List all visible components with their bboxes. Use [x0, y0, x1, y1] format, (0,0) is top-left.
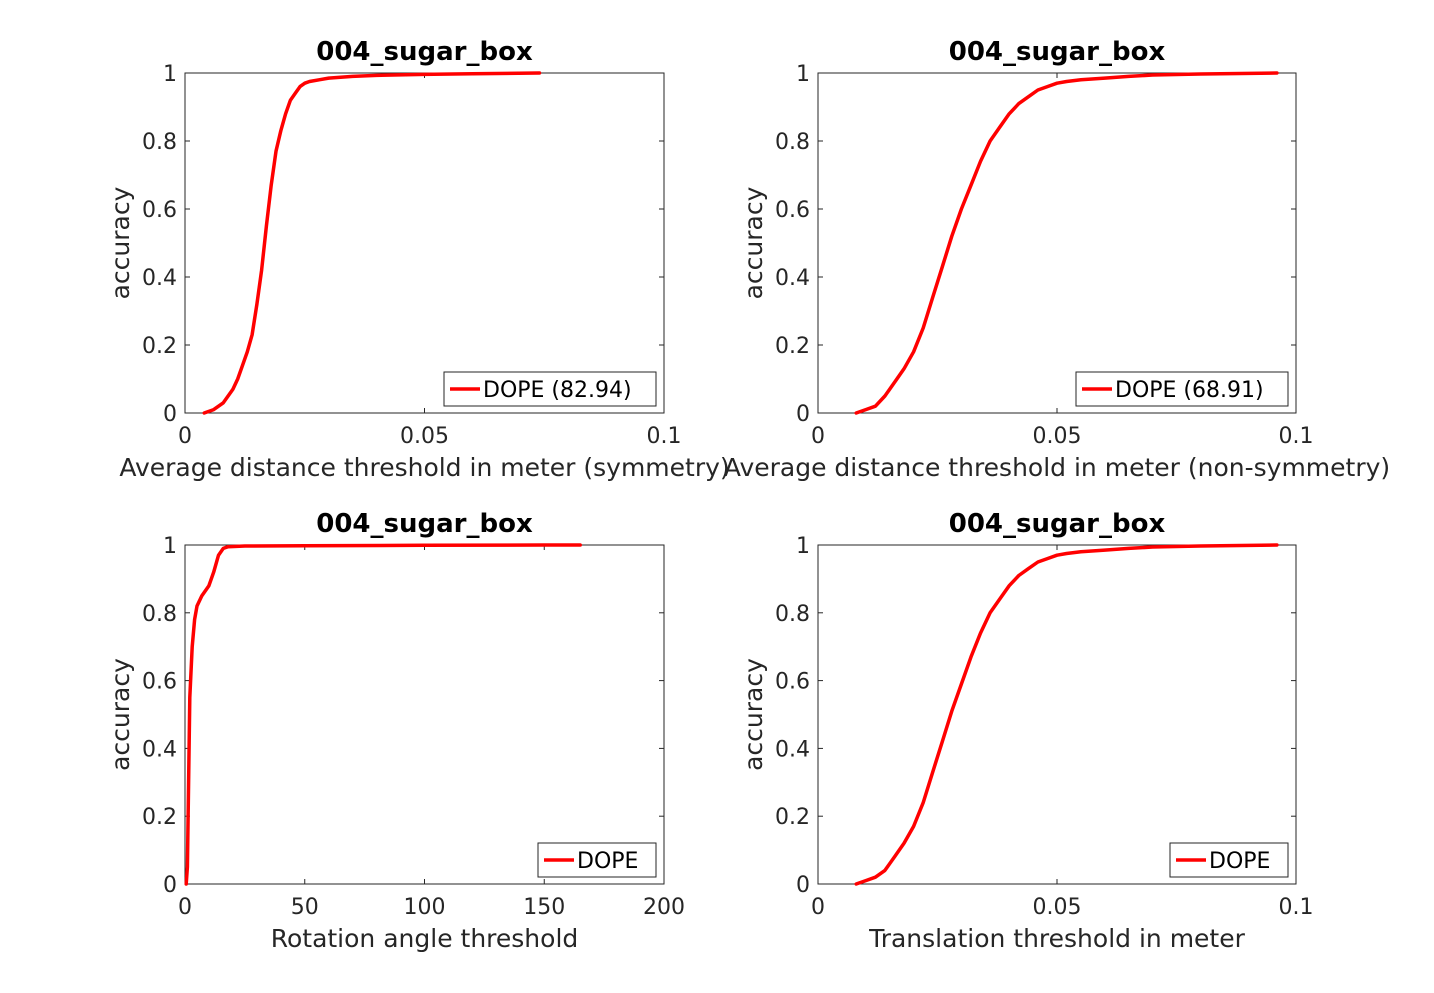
- legend: DOPE (82.94): [443, 371, 657, 407]
- x-tick-label: 0: [178, 424, 192, 449]
- plot-area: [817, 72, 1297, 414]
- legend: DOPE: [537, 842, 657, 878]
- x-tick-label: 0.1: [1279, 424, 1314, 449]
- y-axis-label: accuracy: [106, 186, 135, 299]
- y-tick-label: 1: [796, 62, 810, 87]
- y-tick-label: 0.4: [142, 266, 177, 291]
- x-tick-label: 100: [404, 895, 446, 920]
- legend: DOPE (68.91): [1075, 371, 1289, 407]
- y-tick-label: 0.6: [142, 198, 177, 223]
- y-tick-label: 0.8: [142, 130, 177, 155]
- y-tick-label: 0.4: [775, 737, 810, 762]
- y-tick-label: 0: [163, 873, 177, 898]
- legend-label: DOPE: [1209, 849, 1270, 874]
- x-tick-label: 0: [178, 895, 192, 920]
- y-tick-label: 0.2: [142, 334, 177, 359]
- chart-panel-1: 0 0.05 0.1 0 0.2 0.4 0.6 0.8 1 004_sugar_box Avera…: [106, 37, 730, 482]
- x-axis-label: Average distance threshold in meter (sym…: [119, 453, 729, 482]
- y-tick-label: 0.6: [775, 670, 810, 695]
- y-axis-label: accuracy: [739, 186, 768, 299]
- series-line: [202, 71, 542, 415]
- chart-panel-3: 0 50 100 150 200 0 0.2 0.4 0.6 0.8 1 004_sugar_box R…: [106, 509, 685, 953]
- series-line: [854, 71, 1279, 415]
- plot-area: [817, 544, 1297, 885]
- x-tick-label: 150: [523, 895, 565, 920]
- x-axis-label: Translation threshold in meter: [868, 924, 1246, 953]
- x-tick-label: 0: [811, 424, 825, 449]
- y-tick-label: 0.8: [142, 602, 177, 627]
- y-tick-label: 0.6: [775, 198, 810, 223]
- y-tick-label: 0.8: [775, 130, 810, 155]
- x-tick-label: 200: [643, 895, 685, 920]
- x-tick-label: 0.05: [400, 424, 449, 449]
- legend-label: DOPE (68.91): [1115, 378, 1264, 403]
- y-tick-label: 0.2: [142, 805, 177, 830]
- x-axis-label: Average distance threshold in meter (non…: [724, 453, 1390, 482]
- x-tick-label: 50: [291, 895, 319, 920]
- y-axis-label: accuracy: [106, 658, 135, 771]
- legend-label: DOPE: [577, 849, 638, 874]
- x-tick-label: 0.05: [1033, 895, 1082, 920]
- y-tick-label: 0.6: [142, 670, 177, 695]
- plot-area: [184, 544, 665, 885]
- y-tick-label: 1: [163, 62, 177, 87]
- x-tick-label: 0.1: [647, 424, 682, 449]
- x-tick-label: 0.05: [1033, 424, 1082, 449]
- y-tick-label: 0.2: [775, 334, 810, 359]
- legend-label: DOPE (82.94): [483, 378, 632, 403]
- chart-title: 004_sugar_box: [316, 509, 533, 539]
- y-tick-label: 0.4: [142, 737, 177, 762]
- series-line: [854, 543, 1279, 886]
- x-tick-label: 0.1: [1279, 895, 1314, 920]
- chart-panel-2: 0 0.05 0.1 0 0.2 0.4 0.6 0.8 1 004_sugar_box Avera…: [724, 37, 1390, 482]
- chart-title: 004_sugar_box: [949, 37, 1166, 67]
- y-tick-label: 0.2: [775, 805, 810, 830]
- y-tick-label: 1: [796, 534, 810, 559]
- chart-title: 004_sugar_box: [949, 509, 1166, 539]
- series-line: [184, 543, 582, 886]
- y-tick-label: 0: [163, 402, 177, 427]
- x-tick-label: 0: [811, 895, 825, 920]
- legend: DOPE: [1169, 842, 1289, 878]
- y-tick-label: 1: [163, 534, 177, 559]
- x-axis-label: Rotation angle threshold: [271, 924, 579, 953]
- chart-panel-4: 0 0.05 0.1 0 0.2 0.4 0.6 0.8 1 004_sugar_box Trans…: [739, 509, 1314, 953]
- y-tick-label: 0: [796, 402, 810, 427]
- y-tick-label: 0.8: [775, 602, 810, 627]
- y-tick-label: 0: [796, 873, 810, 898]
- y-tick-label: 0.4: [775, 266, 810, 291]
- plot-area: [184, 72, 665, 414]
- y-axis-label: accuracy: [739, 658, 768, 771]
- chart-title: 004_sugar_box: [316, 37, 533, 67]
